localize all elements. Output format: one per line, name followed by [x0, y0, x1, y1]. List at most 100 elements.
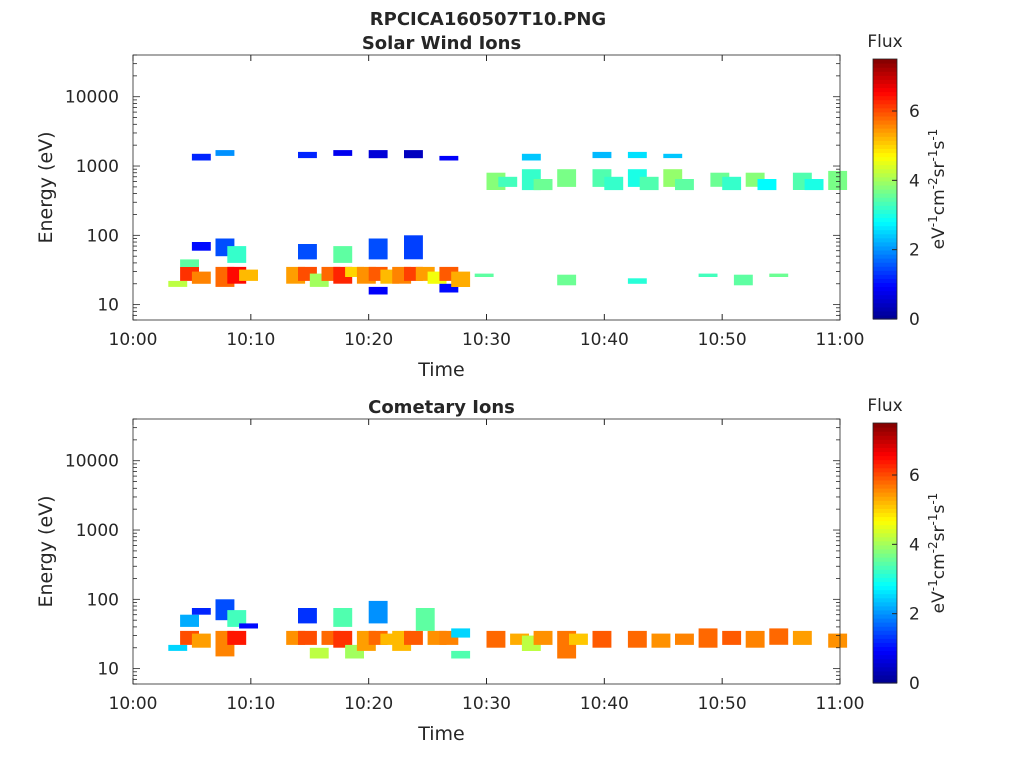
- colorbar-segment: [873, 270, 897, 275]
- heatmap-cell: [627, 630, 647, 648]
- colorbar-label: eV-1cm-2sr-1s-1: [926, 129, 949, 250]
- heatmap-cell: [451, 628, 471, 638]
- colorbar-segment: [873, 278, 897, 284]
- colorbar-tick-label: 6: [909, 466, 920, 486]
- colorbar-segment: [873, 455, 897, 461]
- colorbar-segment: [873, 197, 897, 202]
- heatmap-cell: [557, 169, 577, 187]
- colorbar-segment: [873, 427, 897, 432]
- heatmap-cell: [191, 153, 211, 161]
- colorbar-segment: [873, 254, 897, 259]
- colorbar-segment: [873, 626, 897, 631]
- heatmap-cell: [191, 242, 211, 251]
- colorbar-segment: [873, 605, 897, 611]
- colorbar-segment: [873, 504, 897, 509]
- colorbar-segment: [873, 205, 897, 210]
- heatmap-cell: [675, 179, 694, 191]
- heatmap-cell: [486, 630, 506, 648]
- colorbar-segment: [873, 245, 897, 251]
- heatmap-cell: [345, 266, 364, 277]
- heatmap-cell: [722, 176, 742, 191]
- heatmap-cell: [651, 633, 671, 648]
- colorbar-segment: [873, 209, 897, 214]
- heatmap-cell: [663, 153, 683, 159]
- x-tick-label: 10:30: [462, 330, 511, 350]
- heatmap-cell: [333, 150, 353, 156]
- y-tick-label: 10000: [65, 88, 119, 108]
- heatmap-cell: [168, 644, 188, 651]
- colorbar-segment: [873, 103, 897, 109]
- colorbar-segment: [873, 435, 897, 440]
- heatmap-cell: [733, 274, 753, 286]
- colorbar-segment: [873, 124, 897, 129]
- colorbar-segment: [873, 520, 897, 526]
- colorbar-segment: [873, 115, 897, 121]
- colorbar-segment: [873, 423, 897, 428]
- colorbar-segment: [873, 201, 897, 206]
- heatmap-cell: [215, 150, 235, 156]
- heatmap-cell: [451, 650, 471, 659]
- heatmap-cell: [828, 170, 848, 190]
- heatmap-cell: [368, 286, 388, 295]
- colorbar-segment: [873, 221, 897, 227]
- colorbar-segment: [873, 156, 897, 162]
- colorbar-segment: [873, 233, 897, 239]
- colorbar-frame: [872, 58, 898, 320]
- colorbar-segment: [873, 618, 897, 623]
- colorbar-segment: [873, 314, 897, 320]
- x-axis-label: Time: [417, 723, 465, 745]
- colorbar-segment: [873, 483, 897, 489]
- heatmap-cell: [498, 176, 518, 187]
- x-tick-label: 10:50: [698, 330, 747, 350]
- colorbar-segment: [873, 524, 897, 530]
- heatmap-cell: [592, 630, 612, 648]
- colorbar-segment: [873, 492, 897, 497]
- colorbar-segment: [873, 569, 897, 574]
- heatmap-cell: [239, 269, 258, 281]
- heatmap-cell: [180, 259, 199, 267]
- colorbar-segment: [873, 168, 897, 174]
- colorbar-segment: [873, 459, 897, 465]
- heatmap-cell: [451, 271, 471, 287]
- colorbar-frame: [872, 422, 898, 684]
- colorbar-segment: [873, 553, 897, 558]
- heatmap-cell: [415, 608, 435, 631]
- heatmap-cell: [533, 630, 553, 645]
- colorbar-segment: [873, 99, 897, 105]
- heatmap-cell: [368, 238, 388, 260]
- x-tick-label: 10:00: [109, 330, 158, 350]
- colorbar-segment: [873, 544, 897, 550]
- colorbar-segment: [873, 630, 897, 635]
- heatmap-cell: [769, 273, 789, 277]
- colorbar-segment: [873, 622, 897, 627]
- colorbar-segment: [873, 496, 897, 501]
- heatmap-cell: [309, 647, 329, 659]
- heatmap-cell: [439, 155, 459, 161]
- colorbar-segment: [873, 176, 897, 182]
- colorbar-segment: [873, 294, 897, 300]
- colorbar-segment: [873, 573, 897, 578]
- colorbar-segment: [873, 71, 897, 76]
- colorbar-segment: [873, 87, 897, 93]
- heatmap-cell: [404, 150, 423, 159]
- x-tick-label: 11:00: [816, 694, 865, 714]
- colorbar-segment: [873, 241, 897, 247]
- colorbar-segment: [873, 678, 897, 684]
- colorbar-segment: [873, 144, 897, 149]
- heatmap-cell: [722, 630, 742, 645]
- colorbar-segment: [873, 662, 897, 668]
- x-tick-label: 10:20: [344, 330, 393, 350]
- heatmap-cell: [439, 283, 459, 293]
- colorbar-segment: [873, 164, 897, 170]
- colorbar-segment: [873, 674, 897, 680]
- colorbar-segment: [873, 471, 897, 477]
- colorbar-segment: [873, 290, 897, 296]
- colorbar-segment: [873, 557, 897, 562]
- y-tick-label: 10: [97, 296, 119, 316]
- colorbar-segment: [873, 193, 897, 198]
- colorbar-segment: [873, 581, 897, 587]
- colorbar-segment: [873, 609, 897, 615]
- colorbar-segment: [873, 184, 897, 190]
- heatmap-cell: [298, 630, 317, 645]
- colorbar-segment: [873, 258, 897, 263]
